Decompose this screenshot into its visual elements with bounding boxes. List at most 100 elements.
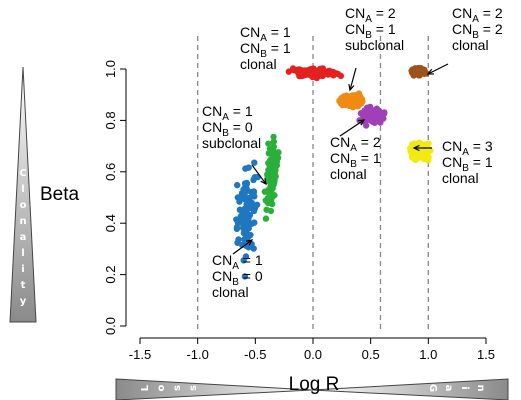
cluster-1	[233, 159, 261, 280]
data-point	[412, 148, 420, 156]
data-points	[233, 64, 434, 280]
gain-wedge	[311, 378, 509, 400]
data-point	[270, 175, 278, 182]
data-point	[354, 103, 361, 110]
data-point	[381, 109, 388, 116]
data-point	[411, 140, 418, 147]
loss-gain-wedge	[115, 378, 313, 400]
annotation-line: CNB = 1	[345, 21, 396, 41]
wedge-letter: G	[427, 384, 438, 392]
annotation-line: CNA = 1	[212, 252, 263, 272]
cluster-7	[406, 139, 434, 164]
annotation-line: subclonal	[202, 135, 261, 151]
data-point	[251, 219, 258, 226]
data-point	[270, 148, 277, 155]
data-point	[236, 198, 243, 205]
annotation-line: subclonal	[345, 37, 404, 53]
annotation-line: CNB = 2	[452, 21, 503, 41]
y-axis-title: Beta	[40, 184, 80, 205]
data-point	[236, 206, 244, 213]
data-point	[250, 207, 258, 215]
data-point	[240, 257, 247, 264]
wedge-letter: s	[172, 385, 183, 391]
data-point	[267, 207, 275, 215]
cluster-4	[336, 90, 366, 111]
y-tick-label: 0.0	[103, 317, 118, 335]
data-point	[243, 186, 251, 194]
annotation-arrow	[427, 63, 449, 75]
data-point	[407, 148, 414, 155]
data-point	[247, 231, 254, 239]
data-point	[251, 159, 258, 166]
data-point	[235, 236, 242, 243]
data-point	[324, 70, 331, 77]
x-tick-label: 1.5	[477, 347, 495, 362]
annotation-arrowhead	[260, 177, 267, 186]
annotation-line: CNA = 1	[240, 24, 291, 44]
annotation-arrowhead	[357, 119, 366, 126]
data-point	[270, 138, 278, 145]
axes: -1.5 -1.0 -0.5 0.0 0.5 1.0 1.5 0.0 0.2 0.4 0.6 0.8 1…	[103, 60, 495, 362]
data-point	[357, 110, 365, 117]
wedge-letter: s	[188, 385, 199, 391]
data-point	[270, 133, 277, 141]
annotation-arrow	[251, 164, 267, 185]
wedge-letter: i	[459, 386, 470, 389]
data-point	[370, 114, 378, 121]
wedge-letter: n	[475, 384, 486, 391]
annotation-line: clonal	[240, 56, 277, 72]
annotation-line: CNB = 0	[202, 119, 253, 139]
x-tick-label: 0.5	[362, 347, 380, 362]
data-point	[290, 67, 298, 74]
data-point	[342, 100, 350, 108]
annotation-arrow	[349, 67, 357, 91]
data-point	[248, 199, 256, 207]
cluster-5	[356, 103, 388, 129]
data-point	[416, 71, 424, 78]
data-point	[334, 70, 342, 78]
y-tick-label: 0.2	[103, 266, 118, 284]
annotation-line: CNB = 1	[240, 40, 291, 60]
clonality-wedge	[9, 66, 37, 323]
data-point	[241, 180, 249, 187]
wedge-letter: n	[19, 216, 26, 227]
wedge-letter: i	[21, 264, 24, 275]
wedge-letter: a	[20, 232, 27, 243]
annotation-arrowhead	[348, 83, 355, 92]
wedge-letter: l	[21, 248, 24, 259]
data-point	[319, 65, 326, 72]
y-tick-label: 1.0	[103, 60, 118, 78]
x-tick-label: -0.5	[244, 347, 266, 362]
y-tick-label: 0.4	[103, 214, 118, 232]
annotation-arrow	[232, 239, 253, 255]
wedge-letter: o	[20, 200, 27, 211]
y-tick-label: 0.6	[103, 163, 118, 181]
reference-lines	[197, 36, 429, 330]
data-point	[243, 217, 251, 225]
x-axis-title: Log R	[289, 374, 340, 395]
wedge-letter: t	[21, 280, 26, 291]
annotation-line: CNB = 0	[212, 268, 263, 288]
annotation-arrowhead	[245, 239, 254, 246]
annotation-line: CNB = 1	[330, 150, 381, 170]
wedge-letter: a	[443, 385, 454, 392]
data-point	[245, 164, 252, 171]
data-point	[408, 153, 416, 160]
annotation-line: clonal	[452, 37, 489, 53]
data-point	[268, 192, 275, 200]
annotation-line: CNA = 3	[442, 138, 493, 158]
y-tick-label: 0.8	[103, 111, 118, 129]
data-point	[265, 166, 272, 174]
data-point	[262, 215, 270, 222]
data-point	[302, 70, 310, 77]
data-point	[316, 70, 323, 77]
data-point	[416, 139, 423, 146]
annotation-line: CNA = 1	[202, 103, 253, 123]
data-point	[239, 224, 247, 232]
